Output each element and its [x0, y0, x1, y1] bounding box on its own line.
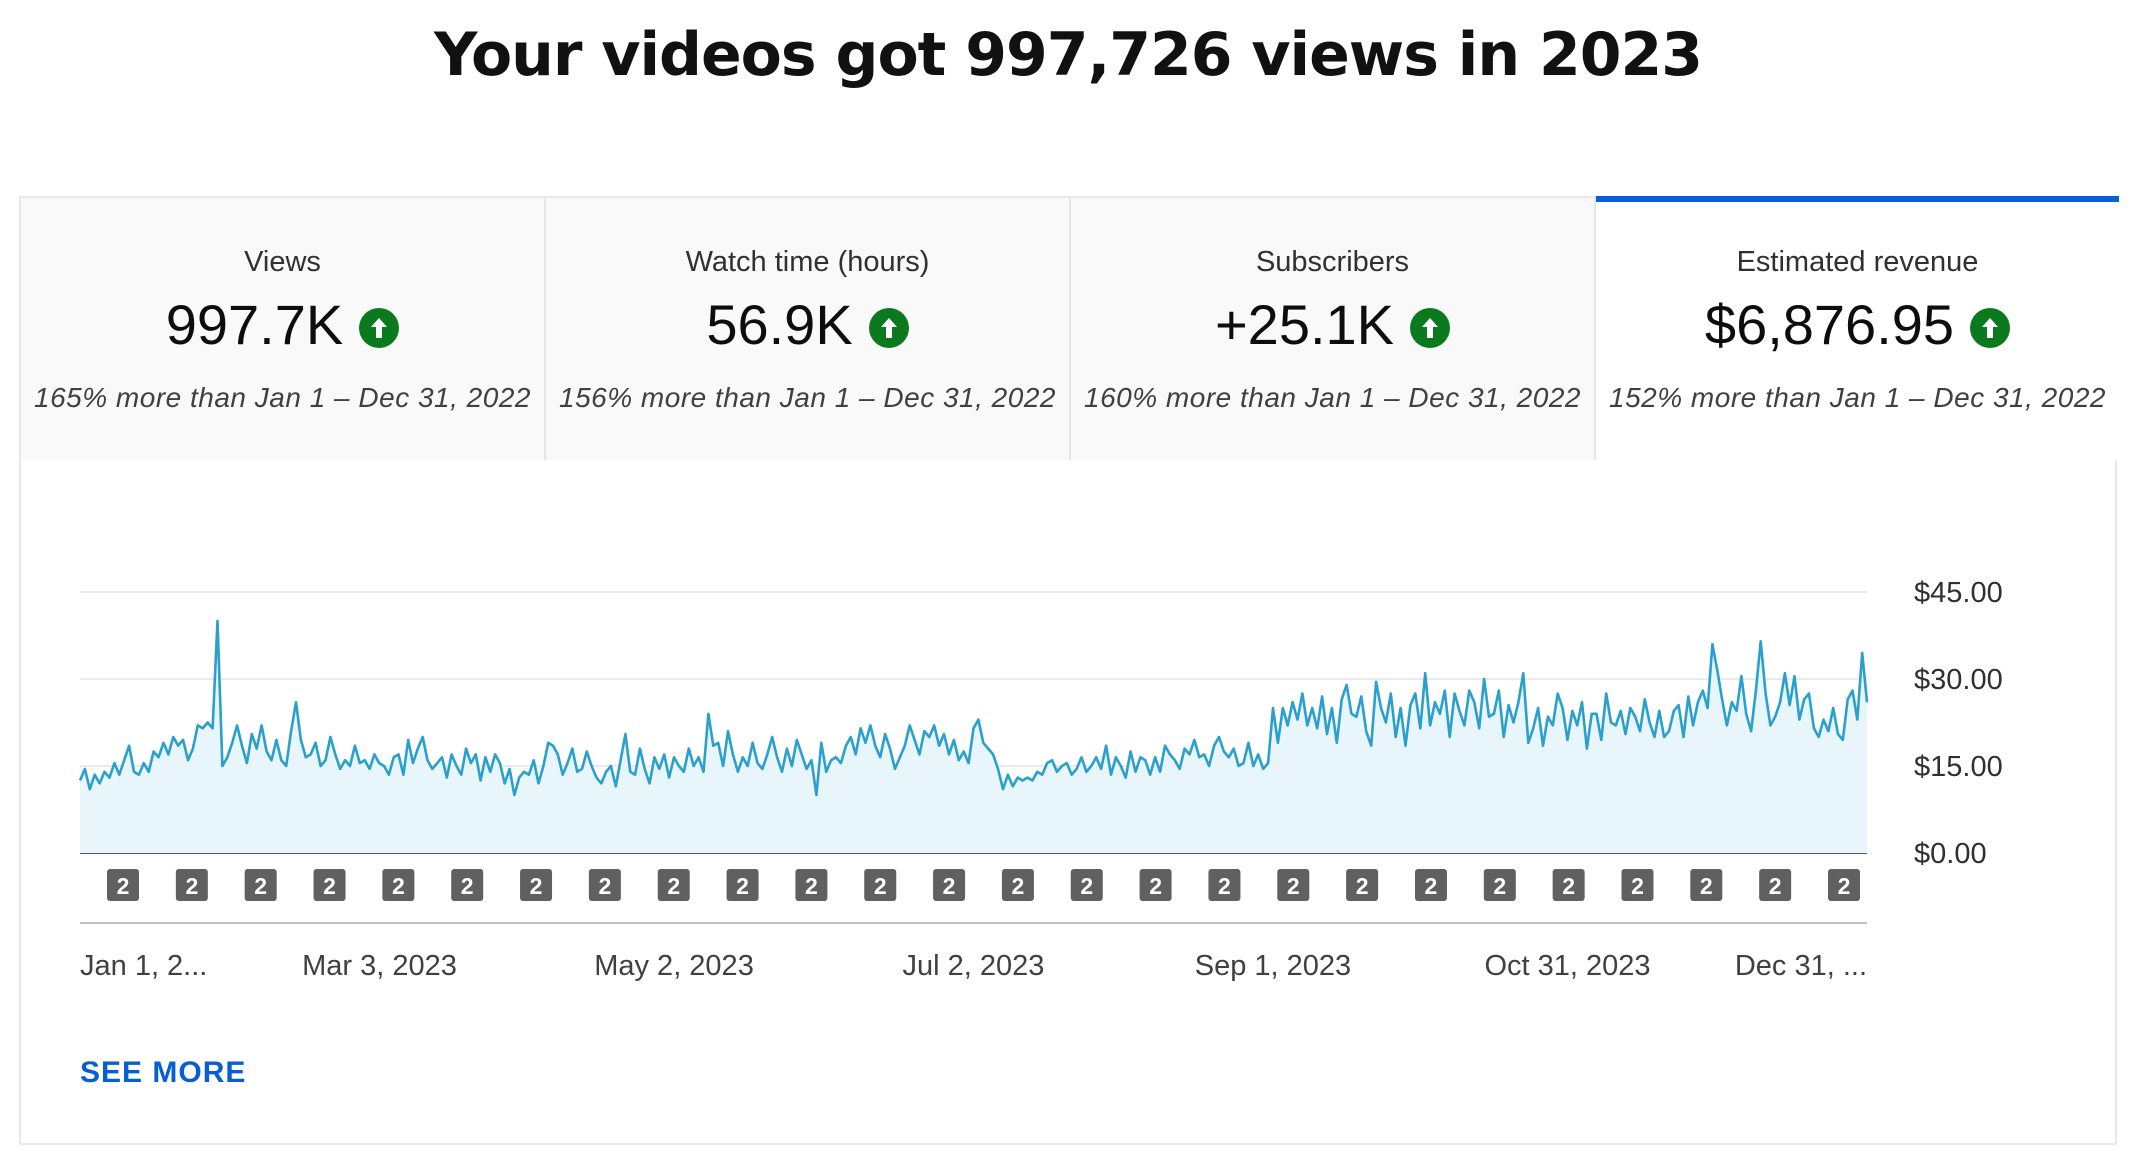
- x-tick-label: Dec 31, ...: [1735, 950, 1867, 982]
- annotation-marker: [1483, 869, 1516, 901]
- annotation-marker: [1828, 869, 1860, 901]
- annotation-marker: [657, 869, 690, 901]
- annotation-marker-label: 2: [1769, 873, 1782, 899]
- annotation-marker: [107, 869, 139, 901]
- annotation-marker: [933, 869, 966, 901]
- annotation-marker: [1414, 869, 1447, 901]
- annotation-marker-label: 2: [1631, 873, 1644, 899]
- tab-estimated-revenue[interactable]: Estimated revenue $6,876.95 152% more th…: [1596, 196, 2119, 460]
- annotation-marker: [313, 869, 346, 901]
- metric-tabs: Views 997.7K 165% more than Jan 1 – Dec …: [21, 196, 2119, 460]
- annotation-marker-label: 2: [392, 873, 405, 899]
- annotation-marker-label: 2: [1287, 873, 1300, 899]
- annotation-marker-label: 2: [1356, 873, 1369, 899]
- revenue-chart: $45.00 $30.00 $15.00 $0.00 2 2 2 2 2 2 2 2 2 2 2 2 2 2 2 2 2…: [78, 577, 2003, 982]
- annotation-marker-label: 2: [943, 873, 956, 899]
- annotation-marker-label: 2: [323, 873, 336, 899]
- annotation-marker: [864, 869, 897, 901]
- y-tick-label: $15.00: [1914, 751, 2003, 783]
- arrow-up-icon: [359, 307, 400, 348]
- annotation-marker: [1208, 869, 1241, 901]
- page-title: Your videos got 997,726 views in 2023: [434, 20, 1703, 90]
- tab-comparison: 152% more than Jan 1 – Dec 31, 2022: [1609, 382, 2106, 413]
- see-more-link[interactable]: SEE MORE: [80, 1056, 247, 1089]
- annotation-marker: [520, 869, 553, 901]
- annotation-marker: [1001, 869, 1034, 901]
- tab-value: $6,876.95: [1704, 293, 1955, 356]
- annotation-marker-label: 2: [1700, 873, 1713, 899]
- x-tick-label: Oct 31, 2023: [1484, 950, 1650, 982]
- arrow-up-icon: [1410, 307, 1451, 348]
- annotation-marker-label: 2: [461, 873, 474, 899]
- x-tick-label: Sep 1, 2023: [1195, 950, 1351, 982]
- tab-value: 56.9K: [706, 293, 853, 356]
- annotation-marker-label: 2: [117, 873, 130, 899]
- tab-subscribers[interactable]: Subscribers +25.1K 160% more than Jan 1 …: [1071, 196, 1596, 460]
- annotation-marker-label: 2: [254, 873, 267, 899]
- annotation-marker-label: 2: [185, 873, 198, 899]
- tab-watch-time[interactable]: Watch time (hours) 56.9K 156% more than …: [546, 196, 1071, 460]
- annotation-marker: [1070, 869, 1103, 901]
- annotation-marker-label: 2: [805, 873, 818, 899]
- tab-value: 997.7K: [165, 293, 344, 356]
- y-tick-label: $0.00: [1914, 838, 1987, 870]
- annotation-marker-label: 2: [874, 873, 887, 899]
- tab-comparison: 160% more than Jan 1 – Dec 31, 2022: [1084, 382, 1581, 413]
- annotation-marker-label: 2: [1562, 873, 1575, 899]
- annotation-marker: [1759, 869, 1792, 901]
- tab-value: +25.1K: [1214, 293, 1395, 356]
- annotation-marker-label: 2: [1149, 873, 1162, 899]
- arrow-up-icon: [1970, 307, 2011, 348]
- annotation-marker-label: 2: [598, 873, 611, 899]
- annotation-marker: [795, 869, 828, 901]
- annotation-marker: [726, 869, 759, 901]
- annotation-marker: [382, 869, 415, 901]
- annotation-marker-label: 2: [1493, 873, 1506, 899]
- analytics-card: Views 997.7K 165% more than Jan 1 – Dec …: [19, 196, 2119, 1145]
- arrow-up-icon: [868, 307, 909, 348]
- tab-label: Estimated revenue: [1736, 246, 1979, 278]
- x-tick-label: Mar 3, 2023: [302, 950, 457, 982]
- annotation-marker: [1277, 869, 1310, 901]
- annotation-marker-label: 2: [1838, 873, 1851, 899]
- x-tick-label: May 2, 2023: [594, 950, 754, 982]
- annotation-marker: [175, 869, 208, 901]
- y-tick-label: $30.00: [1914, 664, 2003, 696]
- annotation-marker: [244, 869, 277, 901]
- y-tick-label: $45.00: [1914, 577, 2003, 609]
- annotation-marker: [1346, 869, 1379, 901]
- tab-label: Subscribers: [1255, 246, 1410, 278]
- annotation-marker-label: 2: [1218, 873, 1231, 899]
- annotation-marker: [1139, 869, 1172, 901]
- annotation-marker-label: 2: [1080, 873, 1093, 899]
- tab-label: Views: [244, 246, 321, 278]
- series-line: [78, 619, 1869, 797]
- tab-views[interactable]: Views 997.7K 165% more than Jan 1 – Dec …: [21, 196, 546, 460]
- tab-comparison: 165% more than Jan 1 – Dec 31, 2022: [34, 382, 531, 413]
- annotation-marker: [588, 869, 621, 901]
- tab-label: Watch time (hours): [685, 246, 930, 278]
- annotation-marker: [1552, 869, 1585, 901]
- x-tick-label: Jan 1, 2...: [80, 950, 207, 982]
- annotation-marker-label: 2: [736, 873, 749, 899]
- annotation-marker: [451, 869, 484, 901]
- annotation-marker: [1690, 869, 1723, 901]
- x-tick-label: Jul 2, 2023: [903, 950, 1045, 982]
- annotation-marker-label: 2: [667, 873, 680, 899]
- tab-comparison: 156% more than Jan 1 – Dec 31, 2022: [559, 382, 1056, 413]
- annotation-marker-label: 2: [1425, 873, 1438, 899]
- annotation-marker: [1621, 869, 1654, 901]
- annotation-marker-label: 2: [1012, 873, 1025, 899]
- annotation-marker-label: 2: [530, 873, 543, 899]
